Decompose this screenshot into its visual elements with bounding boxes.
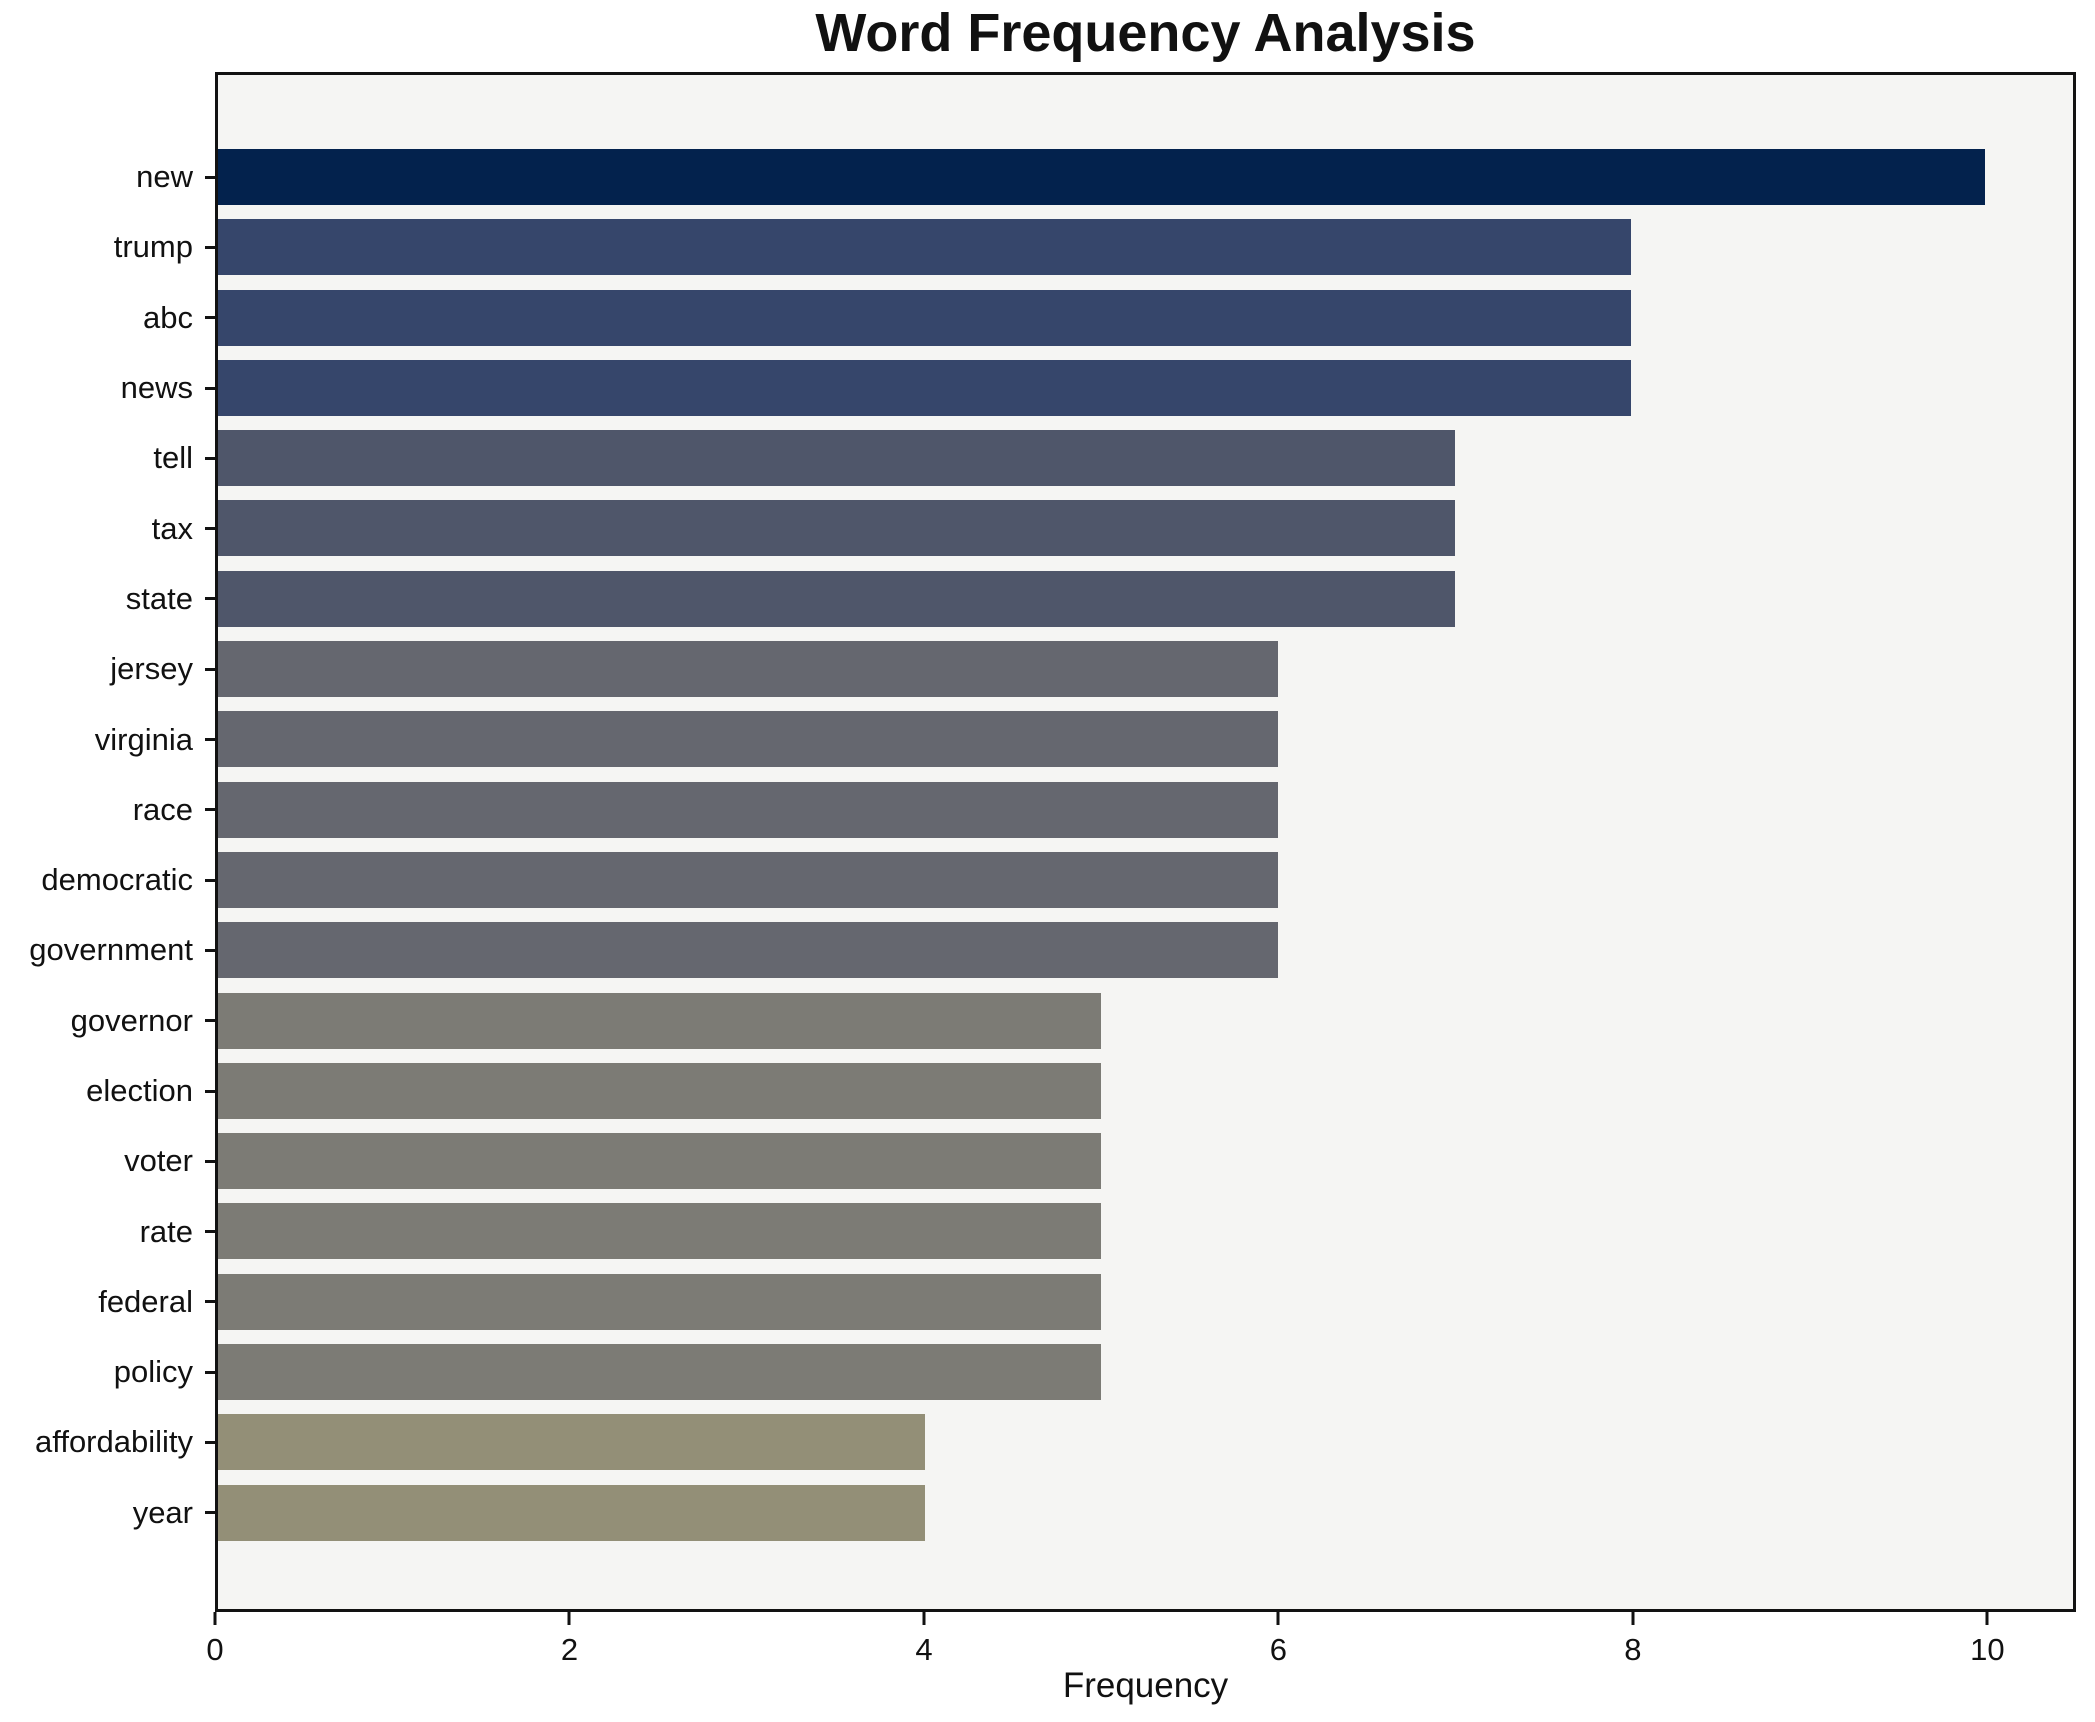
bar-news xyxy=(218,359,1632,416)
y-tick-mark xyxy=(205,1440,215,1444)
x-axis-title: Frequency xyxy=(1062,1666,1229,1705)
bar-democratic xyxy=(218,851,1278,908)
x-axis: 0 2 4 6 8 10 xyxy=(206,1612,2076,1672)
x-tick-label-4: 4 xyxy=(915,1632,933,1667)
y-label-federal: federal xyxy=(98,1283,193,1319)
y-label-rate: rate xyxy=(139,1213,193,1249)
bar-row-policy: policy xyxy=(114,1337,2073,1407)
bar-row-federal: federal xyxy=(98,1267,2073,1337)
y-label-virginia: virginia xyxy=(94,721,193,757)
x-tick-mark-6 xyxy=(1276,1612,1280,1625)
bar-governor xyxy=(218,992,1102,1049)
bar-row-rate: rate xyxy=(140,1196,2073,1266)
bar-tax xyxy=(218,500,1455,557)
x-tick-mark-8 xyxy=(1631,1612,1635,1625)
bar-row-trump: trump xyxy=(114,212,2073,282)
bar-row-tax: tax xyxy=(152,493,2073,563)
bar-election xyxy=(218,1062,1102,1119)
y-tick-mark xyxy=(205,667,215,671)
y-tick-mark xyxy=(205,1370,215,1374)
bar-row-state: state xyxy=(126,564,2073,634)
y-label-year: year xyxy=(132,1494,193,1530)
y-tick-mark xyxy=(205,597,215,601)
bar-row-news: news xyxy=(121,353,2073,423)
bar-jersey xyxy=(218,641,1278,698)
y-label-jersey: jersey xyxy=(110,651,193,687)
y-label-new: new xyxy=(136,159,193,195)
y-label-governor: governor xyxy=(70,1002,193,1038)
x-tick-mark-0 xyxy=(213,1612,217,1625)
bar-policy xyxy=(218,1344,1102,1401)
bar-year xyxy=(218,1484,925,1541)
y-tick-mark xyxy=(205,948,215,952)
plot-area: new trump abc news tell tax state jersey virgini… xyxy=(29,72,2076,1612)
bar-race xyxy=(218,781,1278,838)
y-tick-mark xyxy=(205,175,215,179)
bar-row-voter: voter xyxy=(124,1126,2073,1196)
y-tick-mark xyxy=(205,1511,215,1515)
bar-row-new: new xyxy=(136,142,2073,212)
bar-trump xyxy=(218,219,1632,276)
y-tick-mark xyxy=(205,1159,215,1163)
x-tick-label-6: 6 xyxy=(1269,1632,1288,1667)
bar-row-election: election xyxy=(86,1056,2073,1126)
y-label-affordability: affordability xyxy=(35,1424,193,1460)
y-label-abc: abc xyxy=(143,299,193,335)
bar-rate xyxy=(218,1203,1102,1260)
y-label-election: election xyxy=(86,1073,193,1108)
bar-state xyxy=(218,570,1455,627)
y-label-voter: voter xyxy=(124,1143,193,1179)
y-label-trump: trump xyxy=(113,229,193,265)
bar-row-race: race xyxy=(133,775,2073,845)
y-tick-mark xyxy=(205,738,215,742)
y-tick-mark xyxy=(205,1230,215,1234)
x-tick-mark-4 xyxy=(922,1612,926,1625)
bar-new xyxy=(218,149,1985,205)
bar-abc xyxy=(218,289,1632,346)
bar-row-government: government xyxy=(29,915,2073,985)
bar-row-abc: abc xyxy=(143,283,2073,353)
x-tick-label-8: 8 xyxy=(1624,1632,1642,1667)
y-tick-mark xyxy=(205,1089,215,1093)
y-tick-mark xyxy=(205,527,215,531)
y-tick-mark xyxy=(205,808,215,812)
y-label-government: government xyxy=(29,932,193,968)
bar-voter xyxy=(218,1133,1102,1190)
bar-virginia xyxy=(218,711,1278,768)
y-tick-mark xyxy=(205,245,215,249)
y-tick-mark xyxy=(205,386,215,390)
x-tick-label-10: 10 xyxy=(1970,1632,2005,1667)
bar-tell xyxy=(218,430,1455,487)
bar-row-affordability: affordability xyxy=(35,1407,2073,1477)
y-label-democratic: democratic xyxy=(41,862,193,898)
x-tick-mark-2 xyxy=(567,1612,571,1625)
x-tick-label-0: 0 xyxy=(206,1632,224,1667)
bar-row-jersey: jersey xyxy=(110,634,2073,704)
bars-container: new trump abc news tell tax state jersey virgini… xyxy=(29,142,2073,1548)
bar-row-democratic: democratic xyxy=(41,845,2073,915)
y-label-news: news xyxy=(120,370,193,406)
bar-row-tell: tell xyxy=(153,423,2073,493)
bar-federal xyxy=(218,1273,1102,1330)
y-tick-mark xyxy=(205,316,215,320)
y-tick-mark xyxy=(205,1019,215,1023)
bar-row-year: year xyxy=(133,1478,2073,1548)
y-label-tell: tell xyxy=(153,440,193,476)
x-tick-mark-10 xyxy=(1985,1612,1989,1625)
bar-government xyxy=(218,922,1278,979)
y-tick-mark xyxy=(205,1300,215,1304)
y-label-tax: tax xyxy=(151,510,193,546)
x-tick-label-2: 2 xyxy=(560,1632,579,1667)
chart-title: Word Frequency Analysis xyxy=(815,3,1476,63)
y-tick-mark xyxy=(205,878,215,882)
bar-row-virginia: virginia xyxy=(95,704,2073,774)
bar-row-governor: governor xyxy=(71,986,2073,1056)
y-tick-mark xyxy=(205,456,215,460)
y-label-policy: policy xyxy=(113,1354,193,1390)
bar-affordability xyxy=(218,1414,925,1471)
y-label-state: state xyxy=(125,580,193,616)
y-label-race: race xyxy=(132,791,193,827)
